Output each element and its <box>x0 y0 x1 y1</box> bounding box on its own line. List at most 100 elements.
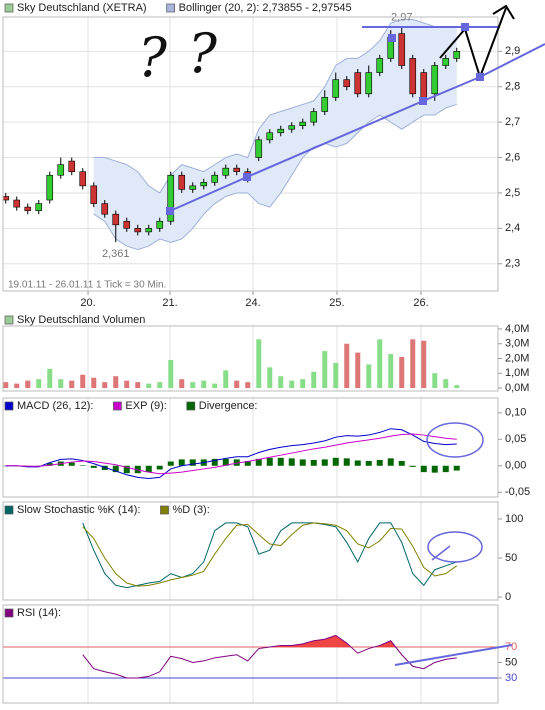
panel-frame <box>2 501 499 601</box>
series-line <box>5 433 457 475</box>
x-tick-label: 26. <box>413 297 428 309</box>
candle-body <box>431 65 439 95</box>
volume-bar <box>454 385 460 389</box>
volume-bar <box>124 380 130 389</box>
legend-swatch <box>113 401 122 411</box>
candle-body <box>343 79 351 88</box>
legend-label: EXP (9): <box>125 400 166 412</box>
candle-body <box>255 139 263 158</box>
y-tick-label: 3,0M <box>505 338 529 350</box>
divergence-bar <box>112 465 119 473</box>
divergence-bar <box>409 465 416 467</box>
volume-bar <box>267 367 273 389</box>
volume-bar <box>14 383 20 389</box>
candle-body <box>68 160 76 173</box>
volume-bar <box>91 377 97 389</box>
divergence-bar <box>277 457 284 466</box>
panel-plot <box>3 428 460 479</box>
divergence-bar <box>189 459 196 466</box>
divergence-bar <box>178 459 185 466</box>
candle-body <box>233 167 241 173</box>
y-tick-label: 0,10 <box>505 407 526 419</box>
legend-label: Sky Deutschland Volumen <box>17 314 145 326</box>
divergence-bar <box>288 458 295 466</box>
arrow-head <box>492 4 515 20</box>
y-tick-label: 2,9 <box>505 45 520 57</box>
candle-body <box>3 196 10 201</box>
divergence-bar <box>101 465 108 470</box>
bollinger-lower <box>93 103 457 251</box>
divergence-bar <box>398 461 405 466</box>
panel-plot <box>82 522 458 589</box>
volume-bar <box>36 379 42 389</box>
candle-body <box>24 206 32 211</box>
divergence-bar <box>123 465 130 474</box>
legend-swatch <box>4 608 14 618</box>
series-line <box>82 522 458 587</box>
x-tick-label: 25. <box>329 297 344 309</box>
bollinger-upper <box>93 18 457 194</box>
trend-anchor <box>243 173 251 181</box>
scribble-question-mark: ? <box>138 26 168 89</box>
divergence-bar <box>431 465 438 473</box>
legend-label: %D (3): <box>173 504 210 516</box>
candle-body <box>101 203 109 215</box>
y-tick-label: -0,05 <box>505 486 530 498</box>
divergence-bar <box>156 465 163 470</box>
divergence-bar <box>310 459 317 466</box>
volume-bar <box>58 379 64 389</box>
volume-bar <box>322 351 328 389</box>
y-tick-label: 70 <box>505 641 517 653</box>
forecast-scribble <box>439 7 507 81</box>
y-tick-label: 2,5 <box>505 187 520 199</box>
candle-body <box>321 97 329 112</box>
divergence-bar <box>420 465 427 473</box>
volume-bar <box>223 370 229 389</box>
volume-bar <box>102 382 108 389</box>
candle-body <box>354 72 362 95</box>
legend-label: Bollinger (20, 2): 2,73855 - 2,97545 <box>179 2 352 14</box>
volume-bar <box>3 382 9 389</box>
y-tick-label: 0,05 <box>505 433 526 445</box>
divergence-bar <box>145 465 152 473</box>
y-tick-label: 2,6 <box>505 151 520 163</box>
divergence-bar <box>211 458 218 466</box>
series-line <box>82 634 457 679</box>
divergence-bar <box>321 459 328 466</box>
legend-label: Slow Stochastic %K (14): <box>17 504 141 516</box>
y-tick-label: 0 <box>505 591 511 603</box>
y-tick-label: 2,8 <box>505 81 520 93</box>
panel-frame <box>2 397 499 498</box>
volume-bar <box>410 339 416 389</box>
candle-body <box>13 199 21 208</box>
divergence-bar <box>222 458 229 466</box>
panel-frame <box>2 16 499 292</box>
legend-label: Divergence: <box>199 400 258 412</box>
trend-anchor <box>419 97 427 105</box>
volume-bar <box>421 340 427 389</box>
candle-body <box>442 58 450 66</box>
divergence-bar <box>68 462 75 466</box>
divergence-bar <box>244 461 251 466</box>
y-tick-label: 2,7 <box>505 116 520 128</box>
volume-bar <box>377 339 383 389</box>
candle-body <box>189 185 197 190</box>
panel-frame <box>2 604 499 704</box>
legend-label: Sky Deutschland (XETRA) <box>17 2 147 14</box>
legend-swatch <box>4 315 14 325</box>
candle-body <box>398 33 406 66</box>
legend-swatch <box>4 401 14 411</box>
candle-body <box>222 167 230 176</box>
candle-body <box>288 125 296 130</box>
candle-body <box>112 213 120 226</box>
candle-body <box>90 185 98 204</box>
legend-swatch <box>4 3 14 13</box>
panel-plot <box>3 339 460 389</box>
y-tick-label: 4,0M <box>505 323 529 335</box>
x-tick-label: 21. <box>162 297 177 309</box>
trend-anchor <box>476 73 484 81</box>
volume-bar <box>69 380 75 389</box>
trend-anchor <box>388 34 396 42</box>
volume-bar <box>311 371 317 389</box>
